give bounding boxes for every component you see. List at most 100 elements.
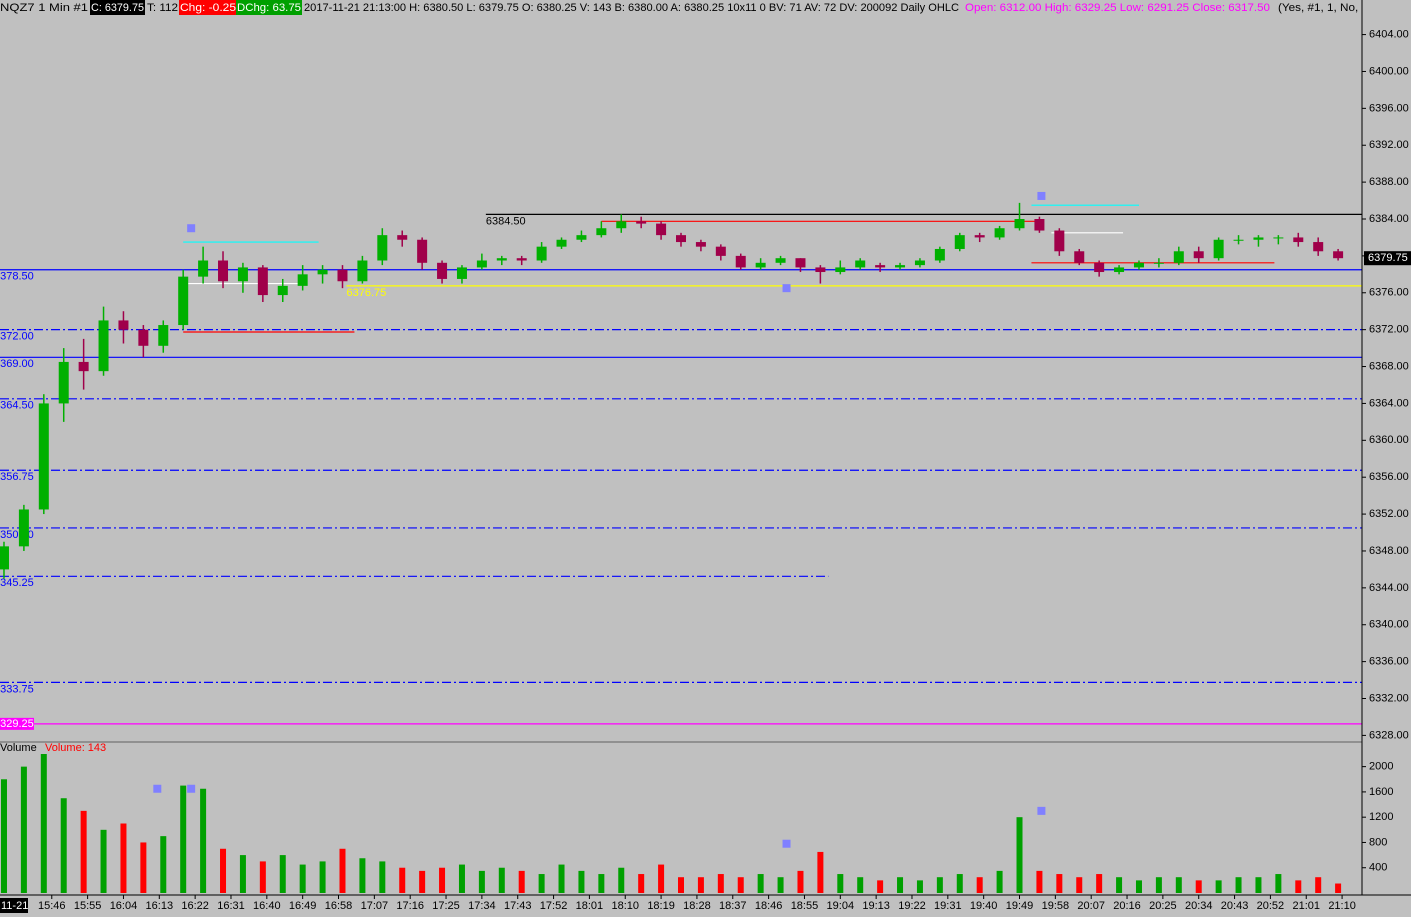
volume-bar: [220, 848, 227, 893]
marker: [1037, 191, 1046, 200]
volume-bar: [1155, 877, 1162, 893]
candle-body: [18, 509, 29, 547]
x-tick-label: 19:58: [1042, 900, 1070, 912]
volume-bar: [717, 874, 724, 893]
candle-body: [1333, 251, 1344, 259]
candle-body: [1273, 237, 1284, 239]
x-tick-label: 19:40: [970, 900, 998, 912]
y-tick-label: 6404.00: [1369, 28, 1409, 40]
volume-bar: [1215, 880, 1222, 893]
volume-bar: [319, 861, 326, 893]
volume-bar: [757, 874, 764, 893]
x-tick-label: 17:43: [504, 900, 532, 912]
y-tick-label: 6364.00: [1369, 397, 1409, 409]
x-tick-label: 18:28: [683, 900, 711, 912]
level-label: 6369.00: [0, 358, 34, 370]
candle-body: [875, 265, 886, 268]
candle-body: [954, 235, 965, 249]
candle-body: [78, 361, 89, 372]
volume-bar: [419, 870, 426, 893]
y-tick-label: 6356.00: [1369, 471, 1409, 483]
volume-tick-label: 2000: [1369, 761, 1393, 773]
candle-body: [1074, 251, 1085, 263]
candle-body: [1233, 239, 1244, 241]
x-tick-label: 16:13: [146, 900, 174, 912]
candle-body: [755, 262, 766, 268]
volume-bar: [20, 766, 27, 893]
candle-body: [835, 267, 846, 273]
x-tick-label: 17:52: [540, 900, 568, 912]
volume-bar: [399, 867, 406, 893]
volume-tick-label: 1600: [1369, 786, 1393, 798]
y-tick-label: 6384.00: [1369, 213, 1409, 225]
y-tick-label: 6348.00: [1369, 545, 1409, 557]
volume-bar: [60, 798, 67, 893]
volume-bar: [1275, 874, 1282, 893]
volume-bar: [837, 874, 844, 893]
volume-bar: [538, 874, 545, 893]
candle-body: [98, 320, 109, 372]
y-tick-label: 6360.00: [1369, 434, 1409, 446]
volume-bar: [80, 810, 87, 893]
volume-tick-label: 800: [1369, 836, 1387, 848]
candle-body: [437, 262, 448, 279]
candle-body: [735, 255, 746, 268]
candle-body: [0, 546, 9, 570]
volume-bar: [120, 823, 127, 893]
volume-bar: [697, 877, 704, 893]
x-tick-label: 19:22: [898, 900, 926, 912]
volume-bar: [439, 867, 446, 893]
volume-bar: [1076, 877, 1083, 893]
x-tick-label: 20:16: [1113, 900, 1141, 912]
volume-bar: [140, 842, 147, 893]
candle-body: [1133, 262, 1144, 268]
volume-bar: [239, 855, 246, 893]
candle-body: [1114, 267, 1125, 273]
volume-bar: [1056, 874, 1063, 893]
volume-title: Volume: [0, 742, 37, 754]
volume-bar: [1116, 877, 1123, 893]
x-tick-label: 16:40: [253, 900, 281, 912]
volume-bar: [598, 874, 605, 893]
plot-area: 6378.506372.006369.006364.506356.756350.…: [0, 191, 1362, 893]
x-tick-label: 20:34: [1185, 900, 1213, 912]
volume-bar: [1195, 880, 1202, 893]
volume-bar: [936, 877, 943, 893]
candle-body: [636, 221, 647, 224]
header-text: T: 112: [147, 2, 178, 14]
x-tick-label: 20:43: [1221, 900, 1249, 912]
candle-body: [815, 267, 826, 273]
x-tick-label: 18:37: [719, 900, 747, 912]
date-label: 11-21: [1, 900, 28, 912]
last-price-badge: [1364, 251, 1411, 266]
candle-body: [1313, 242, 1324, 252]
candle-body: [417, 239, 428, 263]
x-tick-label: 18:19: [647, 900, 675, 912]
volume-bar: [379, 861, 386, 893]
volume-bar: [339, 848, 346, 893]
x-tick-label: 16:49: [289, 900, 317, 912]
candle-body: [775, 258, 786, 263]
candle-body: [576, 235, 587, 240]
x-tick-label: 18:55: [791, 900, 819, 912]
marker: [153, 784, 162, 793]
candle-body: [1034, 219, 1045, 231]
volume-bar: [797, 870, 804, 893]
candle-body: [218, 260, 229, 282]
candle-body: [1054, 230, 1065, 252]
y-tick-label: 6340.00: [1369, 619, 1409, 631]
volume-bar: [359, 858, 366, 893]
header-text: (Yes, #1, 1, No, N: [1278, 2, 1370, 14]
volume-bar: [1315, 877, 1322, 893]
volume-tick-label: 400: [1369, 862, 1387, 874]
candle-body: [934, 248, 945, 261]
y-tick-label: 6376.00: [1369, 287, 1409, 299]
x-tick-label: 15:46: [38, 900, 66, 912]
candle-body: [974, 235, 985, 238]
volume-bar: [916, 880, 923, 893]
candle-body: [596, 228, 607, 236]
volume-bar: [299, 864, 306, 893]
volume-bar: [1036, 870, 1043, 893]
y-tick-label: 6400.00: [1369, 65, 1409, 77]
